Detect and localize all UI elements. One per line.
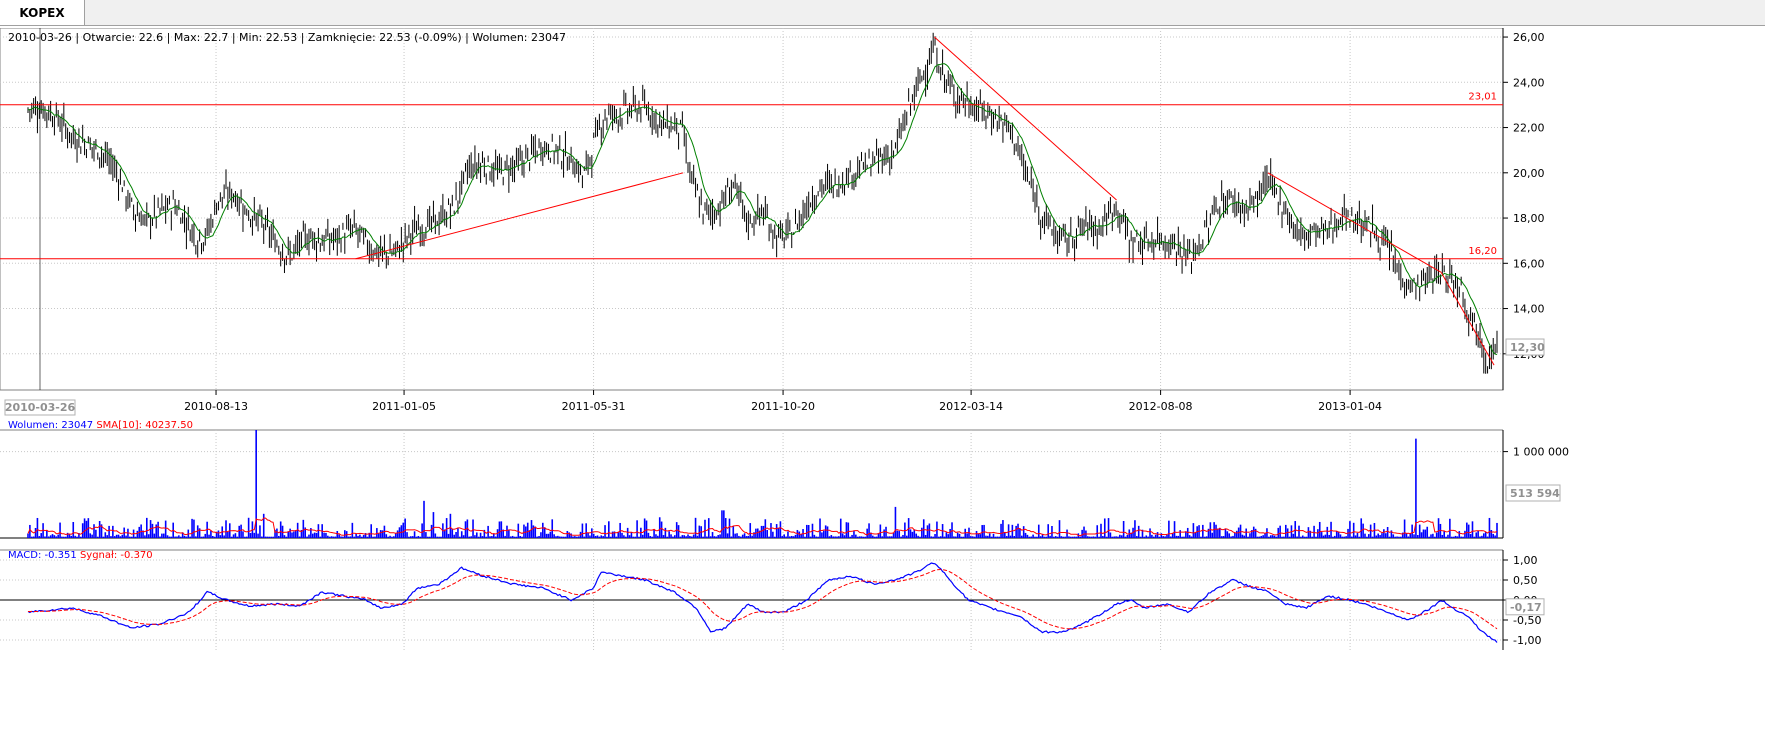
- trendline: [1440, 272, 1495, 366]
- price-xtick-label: 2011-10-20: [751, 400, 815, 413]
- chart-svg[interactable]: 26,0024,0022,0020,0018,0016,0014,0012,00…: [0, 27, 1765, 736]
- info-line: 2010-03-26 | Otwarcie: 22.6 | Max: 22.7 …: [8, 31, 566, 44]
- tab-bar: KOPEX: [0, 0, 1765, 26]
- last-price-box: [1505, 338, 1545, 356]
- cursor-date-box: [4, 399, 76, 416]
- last-volume-box: [1505, 484, 1561, 502]
- price-ytick-label: 14,00: [1513, 303, 1545, 316]
- macd-legend: MACD: -0.351 Sygnał: -0.370: [8, 550, 153, 561]
- price-xtick-label: 2011-05-31: [562, 400, 626, 413]
- price-xtick-label: 2011-01-05: [372, 400, 436, 413]
- cursor-date-label: 2010-03-26: [5, 401, 76, 414]
- volume-legend: Wolumen: 23047 SMA[10]: 40237.50: [8, 420, 193, 431]
- price-sma-line: [27, 63, 1498, 355]
- macd-signal-line: [28, 568, 1498, 630]
- horizontal-level-label: 23,01: [1468, 92, 1497, 103]
- macd-legend-entry: Sygnał: -0.370: [77, 550, 153, 561]
- price-xtick-label: 2012-08-08: [1129, 400, 1193, 413]
- last-macd-box: [1505, 598, 1545, 616]
- price-xtick-label: 2012-03-14: [939, 400, 1003, 413]
- macd-legend-entry: MACD: -0.351: [8, 550, 77, 561]
- trendline: [934, 36, 1117, 201]
- price-ytick-label: 22,00: [1513, 122, 1545, 135]
- volume-sma-line: [27, 517, 1498, 537]
- macd-ytick-label: -1,00: [1513, 634, 1541, 647]
- volume-legend-entry: Wolumen: 23047: [8, 420, 93, 431]
- price-ytick-label: 16,00: [1513, 257, 1545, 270]
- price-xtick-label: 2013-01-04: [1318, 400, 1382, 413]
- trendline: [1267, 172, 1442, 273]
- chart-frame: 26,0024,0022,0020,0018,0016,0014,0012,00…: [0, 27, 1765, 736]
- price-ytick-label: 24,00: [1513, 76, 1545, 89]
- horizontal-level-label: 16,20: [1468, 246, 1497, 257]
- volume-panel: 1 000 000 Wolumen: 23047 SMA[10]: 40237.5…: [0, 420, 1569, 539]
- volume-ytick-label: 1 000 000: [1513, 446, 1569, 459]
- last-price-label: 12,30: [1510, 341, 1545, 354]
- price-ytick-label: 26,00: [1513, 31, 1545, 44]
- macd-ytick-label: 0,50: [1513, 574, 1538, 587]
- price-xtick-label: 2010-08-13: [184, 400, 248, 413]
- price-ytick-label: 18,00: [1513, 212, 1545, 225]
- macd-line: [27, 562, 1498, 643]
- trendline: [355, 172, 684, 260]
- macd-ytick-label: -0,50: [1513, 614, 1541, 627]
- last-volume-label: 513 594: [1510, 487, 1560, 500]
- macd-ytick-label: 1,00: [1513, 554, 1538, 567]
- volume-legend-entry: SMA[10]: 40237.50: [93, 420, 193, 431]
- price-ytick-label: 20,00: [1513, 167, 1545, 180]
- tab-kopex[interactable]: KOPEX: [0, 0, 85, 25]
- price-panel: 26,0024,0022,0020,0018,0016,0014,0012,00…: [0, 27, 1545, 416]
- last-macd-label: -0,17: [1510, 601, 1542, 614]
